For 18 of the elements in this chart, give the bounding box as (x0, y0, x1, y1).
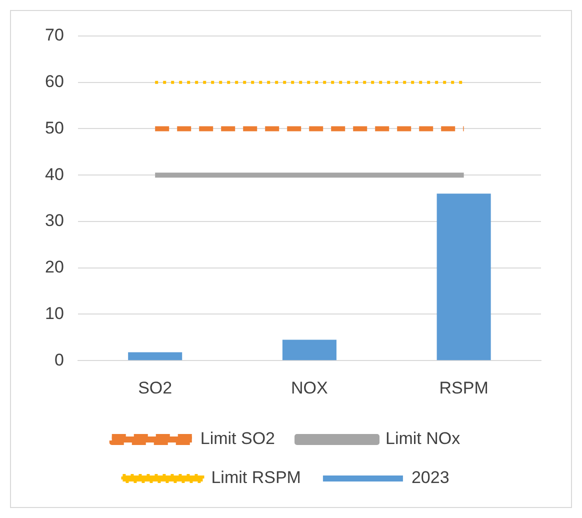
y-tick-label: 40 (44, 164, 64, 184)
bar (282, 340, 336, 360)
y-tick-label: 10 (44, 304, 64, 323)
x-tick-label: RSPM (439, 378, 488, 398)
y-tick-label: 20 (44, 258, 64, 277)
legend-label: Limit NOx (386, 429, 461, 448)
y-tick-label: 60 (44, 72, 64, 92)
x-tick-label: NOX (291, 378, 328, 398)
y-tick-label: 50 (44, 118, 64, 138)
legend-label: 2023 (411, 468, 450, 488)
legend-label: Limit RSPM (211, 468, 301, 488)
bar (436, 194, 491, 360)
y-tick-label: 30 (44, 211, 64, 230)
y-tick-label: 70 (44, 26, 64, 45)
legend-label: Limit SO2 (200, 429, 276, 448)
x-tick-label: SO2 (138, 378, 172, 398)
bar (128, 352, 182, 360)
y-tick-label: 0 (54, 350, 64, 370)
